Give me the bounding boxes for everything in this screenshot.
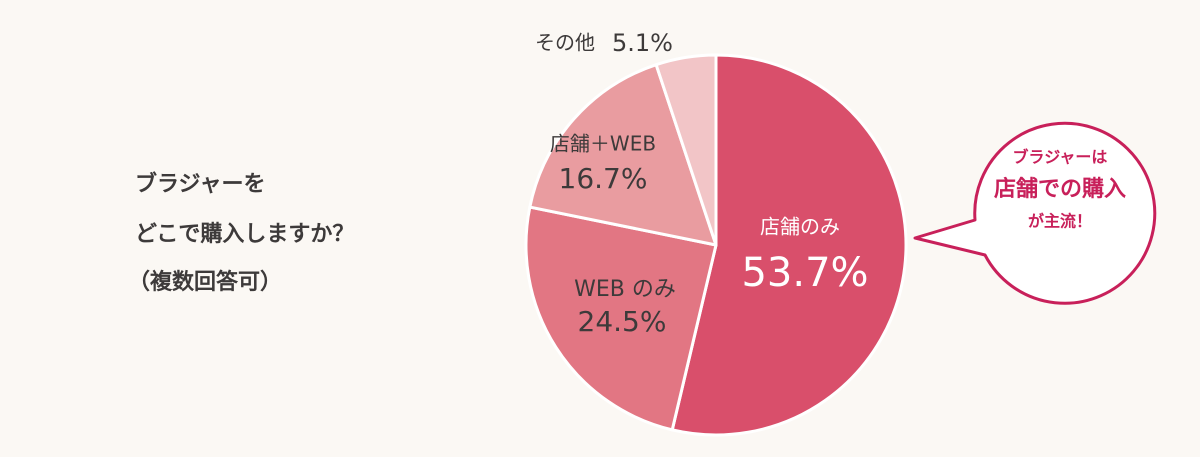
- pie-slice: [528, 63, 718, 247]
- slice-value: 53.7%: [741, 250, 868, 296]
- slice-label: 店舗＋WEB: [550, 132, 656, 156]
- question-line: どこで購入しますか？: [135, 222, 354, 247]
- slice-label: その他: [535, 31, 595, 55]
- callout-text: が主流！: [1028, 212, 1092, 231]
- slice-value: 24.5%: [578, 305, 667, 338]
- callout-bubble: [913, 121, 1157, 305]
- question-line: （複数回答可）: [128, 269, 282, 295]
- slice-value: 5.1%: [612, 29, 673, 57]
- slice-value: 16.7%: [559, 162, 648, 195]
- slice-label: 店舗のみ: [760, 215, 840, 239]
- slice-label: WEB のみ: [574, 277, 676, 302]
- question-line: ブラジャーを: [135, 171, 265, 197]
- callout-text: 店舗での購入: [994, 176, 1126, 202]
- pie-slice: [654, 53, 718, 247]
- pie-slice: [670, 53, 908, 437]
- pie-slice: [524, 205, 718, 432]
- callout-text: ブラジャーは: [1013, 148, 1108, 167]
